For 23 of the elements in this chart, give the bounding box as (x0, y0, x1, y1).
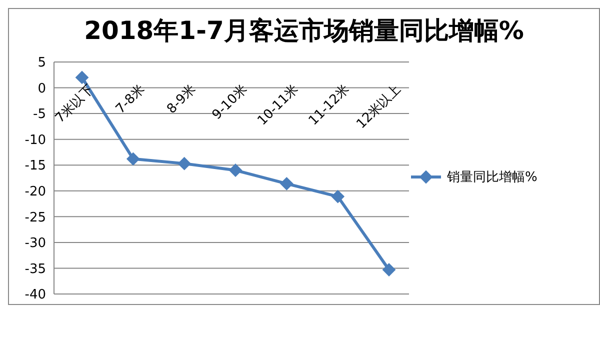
point (331, 190, 344, 204)
y-tick-label: -40 (24, 288, 46, 303)
y-tick-label: -5 (33, 107, 46, 122)
y-tick-label: -15 (24, 158, 46, 174)
x-tick-label: 12米以上 (354, 82, 404, 132)
point (229, 164, 242, 177)
y-tick-label: -30 (24, 236, 46, 252)
point (76, 70, 88, 84)
point (280, 177, 294, 190)
x-tick-label: 7-8米 (113, 82, 148, 117)
point (382, 263, 396, 276)
y-tick-label: -20 (24, 184, 46, 200)
point (178, 157, 191, 170)
y-tick-label: -25 (24, 210, 46, 226)
y-tick-label: 0 (38, 81, 46, 96)
y-tick-label: 5 (38, 56, 46, 71)
x-tick-label: 8-9米 (164, 82, 200, 117)
x-tick-label: 7米以下 (52, 82, 97, 126)
y-tick-label: -10 (24, 132, 46, 148)
chart-title: 2018年1-7月客运市场销量同比增幅% (84, 15, 524, 47)
legend-label: 销量同比增幅% (447, 168, 538, 186)
y-tick-label: -35 (24, 262, 46, 277)
point (126, 152, 140, 166)
